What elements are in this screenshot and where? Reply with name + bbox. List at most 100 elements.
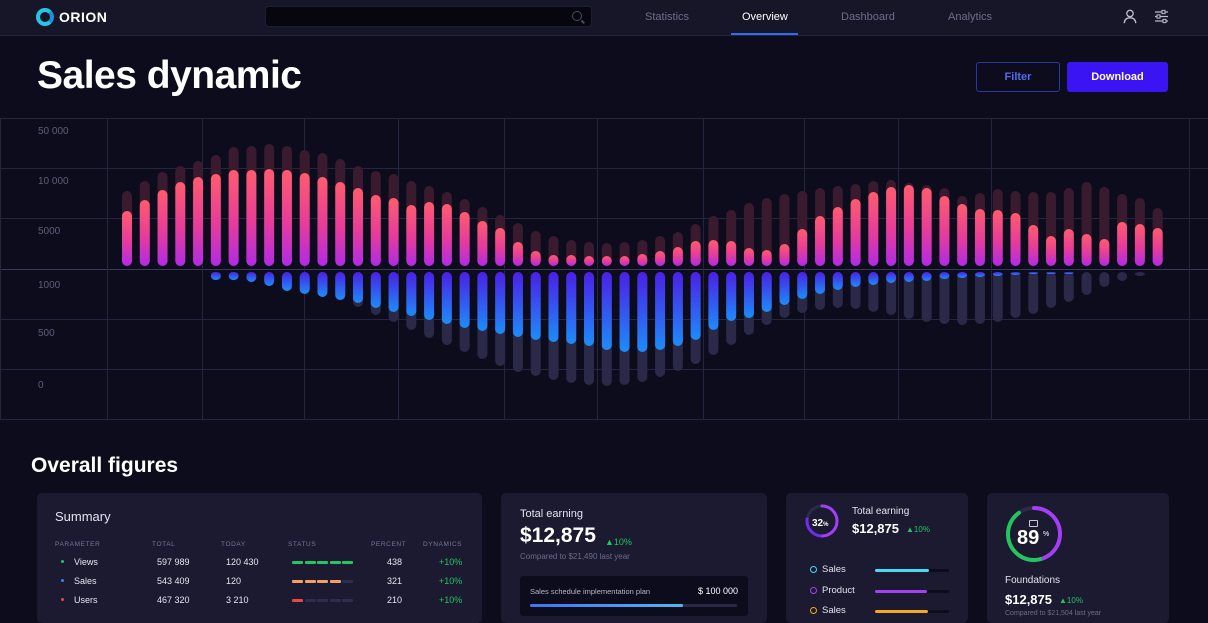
- status-segment: [342, 580, 353, 583]
- y-tick-label: 500: [38, 328, 55, 339]
- legend-label: Product: [822, 585, 855, 596]
- bar: [761, 250, 772, 266]
- nav-dashboard[interactable]: Dashboard: [841, 11, 895, 23]
- settings-sliders-icon[interactable]: [1154, 9, 1169, 24]
- percent-sign: %: [823, 522, 829, 528]
- y-tick-label: 5000: [38, 226, 61, 237]
- row-parameter: Sales: [74, 576, 97, 586]
- bar: [939, 272, 950, 279]
- earning-compare: Compared to $21,490 last year: [520, 552, 630, 561]
- row-total: 597 989: [157, 557, 190, 567]
- trend-up-icon: ▲: [605, 537, 614, 547]
- bar: [1081, 272, 1092, 295]
- bar: [921, 272, 932, 322]
- status-segment: [317, 599, 328, 602]
- percent-ring: [805, 504, 839, 538]
- nav-overview[interactable]: Overview: [742, 11, 788, 23]
- bar: [246, 272, 257, 282]
- row-dynamics: +10%: [439, 557, 463, 567]
- trend-up-icon: ▲: [1059, 596, 1067, 605]
- bar: [1028, 272, 1039, 314]
- bar: [424, 202, 435, 266]
- status-segment: [317, 561, 328, 564]
- foundations-value: $12,875: [1005, 592, 1052, 607]
- status-segment: [292, 599, 303, 602]
- bar: [317, 177, 328, 266]
- ring-percent: 32%: [812, 518, 828, 529]
- plan-value: $ 100 000: [697, 586, 738, 596]
- bar: [726, 272, 737, 321]
- bar: [495, 228, 506, 266]
- search-icon[interactable]: [572, 11, 582, 21]
- bar: [619, 256, 630, 266]
- bar: [903, 185, 914, 266]
- bar: [903, 272, 914, 282]
- search-input[interactable]: [265, 6, 592, 27]
- bar: [477, 221, 488, 266]
- bar: [1117, 222, 1128, 266]
- status-segment: [329, 580, 341, 583]
- column-header: TOTAL: [152, 541, 176, 548]
- bar: [406, 272, 417, 316]
- bar: [406, 205, 417, 266]
- bar: [1046, 272, 1057, 274]
- trend-up-icon: ▲: [906, 525, 914, 534]
- bar: [1063, 229, 1074, 266]
- bar: [264, 272, 275, 286]
- download-button[interactable]: Download: [1067, 62, 1168, 92]
- row-total: 543 409: [157, 576, 190, 586]
- bar: [672, 247, 683, 266]
- bar: [512, 242, 523, 266]
- bar: [743, 272, 754, 318]
- bar: [761, 198, 772, 266]
- column-header: PARAMETER: [55, 541, 101, 548]
- bar: [619, 272, 630, 352]
- bar: [690, 272, 701, 340]
- foundations-card: 89 % Foundations $12,875 ▲10% Compared t…: [987, 493, 1169, 623]
- bar: [921, 188, 932, 266]
- app-name: ORION: [59, 9, 108, 25]
- bar: [1010, 272, 1021, 318]
- bar: [797, 229, 808, 266]
- bar: [1117, 272, 1128, 281]
- bar: [353, 272, 364, 303]
- bar: [566, 255, 577, 266]
- column-header: DYNAMICS: [423, 541, 463, 548]
- status-segment: [304, 561, 316, 564]
- earning-breakdown-card: 32% Total earning $12,875 ▲10% Sales Pro…: [786, 493, 968, 623]
- sales-dynamic-chart: 50 000 10 000 5000 1000 500 0: [0, 118, 1208, 420]
- row-today: 120: [226, 576, 242, 586]
- logo[interactable]: ORION: [36, 8, 107, 26]
- nav-statistics[interactable]: Statistics: [645, 11, 690, 23]
- legend-bar-fill: [875, 610, 928, 613]
- legend-dot: [810, 566, 817, 573]
- status-segment: [304, 599, 316, 602]
- bar: [637, 272, 648, 352]
- status-segment: [292, 580, 303, 583]
- legend-label: Sales: [822, 605, 846, 616]
- row-dot: [61, 598, 64, 601]
- y-tick-label: 0: [38, 380, 44, 391]
- bar: [1152, 228, 1163, 266]
- bar: [1099, 272, 1110, 287]
- bar: [708, 272, 719, 330]
- bar: [886, 272, 897, 283]
- bar: [299, 272, 310, 294]
- bar: [157, 190, 168, 266]
- row-dot: [61, 579, 64, 582]
- bar: [850, 199, 861, 266]
- bar: [1010, 213, 1021, 266]
- y-tick-label: 10 000: [38, 176, 69, 187]
- bar: [566, 272, 577, 344]
- foundations-trend: ▲10%: [1059, 596, 1083, 605]
- trend-value: 10%: [1066, 596, 1083, 605]
- earning-label: Total earning: [852, 506, 910, 517]
- foundations-percent: 89: [1017, 527, 1040, 549]
- user-icon[interactable]: [1123, 9, 1137, 24]
- bar: [708, 240, 719, 266]
- bar: [548, 272, 559, 342]
- filter-button[interactable]: Filter: [976, 62, 1060, 92]
- legend-bar-track: [875, 590, 949, 593]
- nav-analytics[interactable]: Analytics: [948, 11, 993, 23]
- bar: [903, 272, 914, 319]
